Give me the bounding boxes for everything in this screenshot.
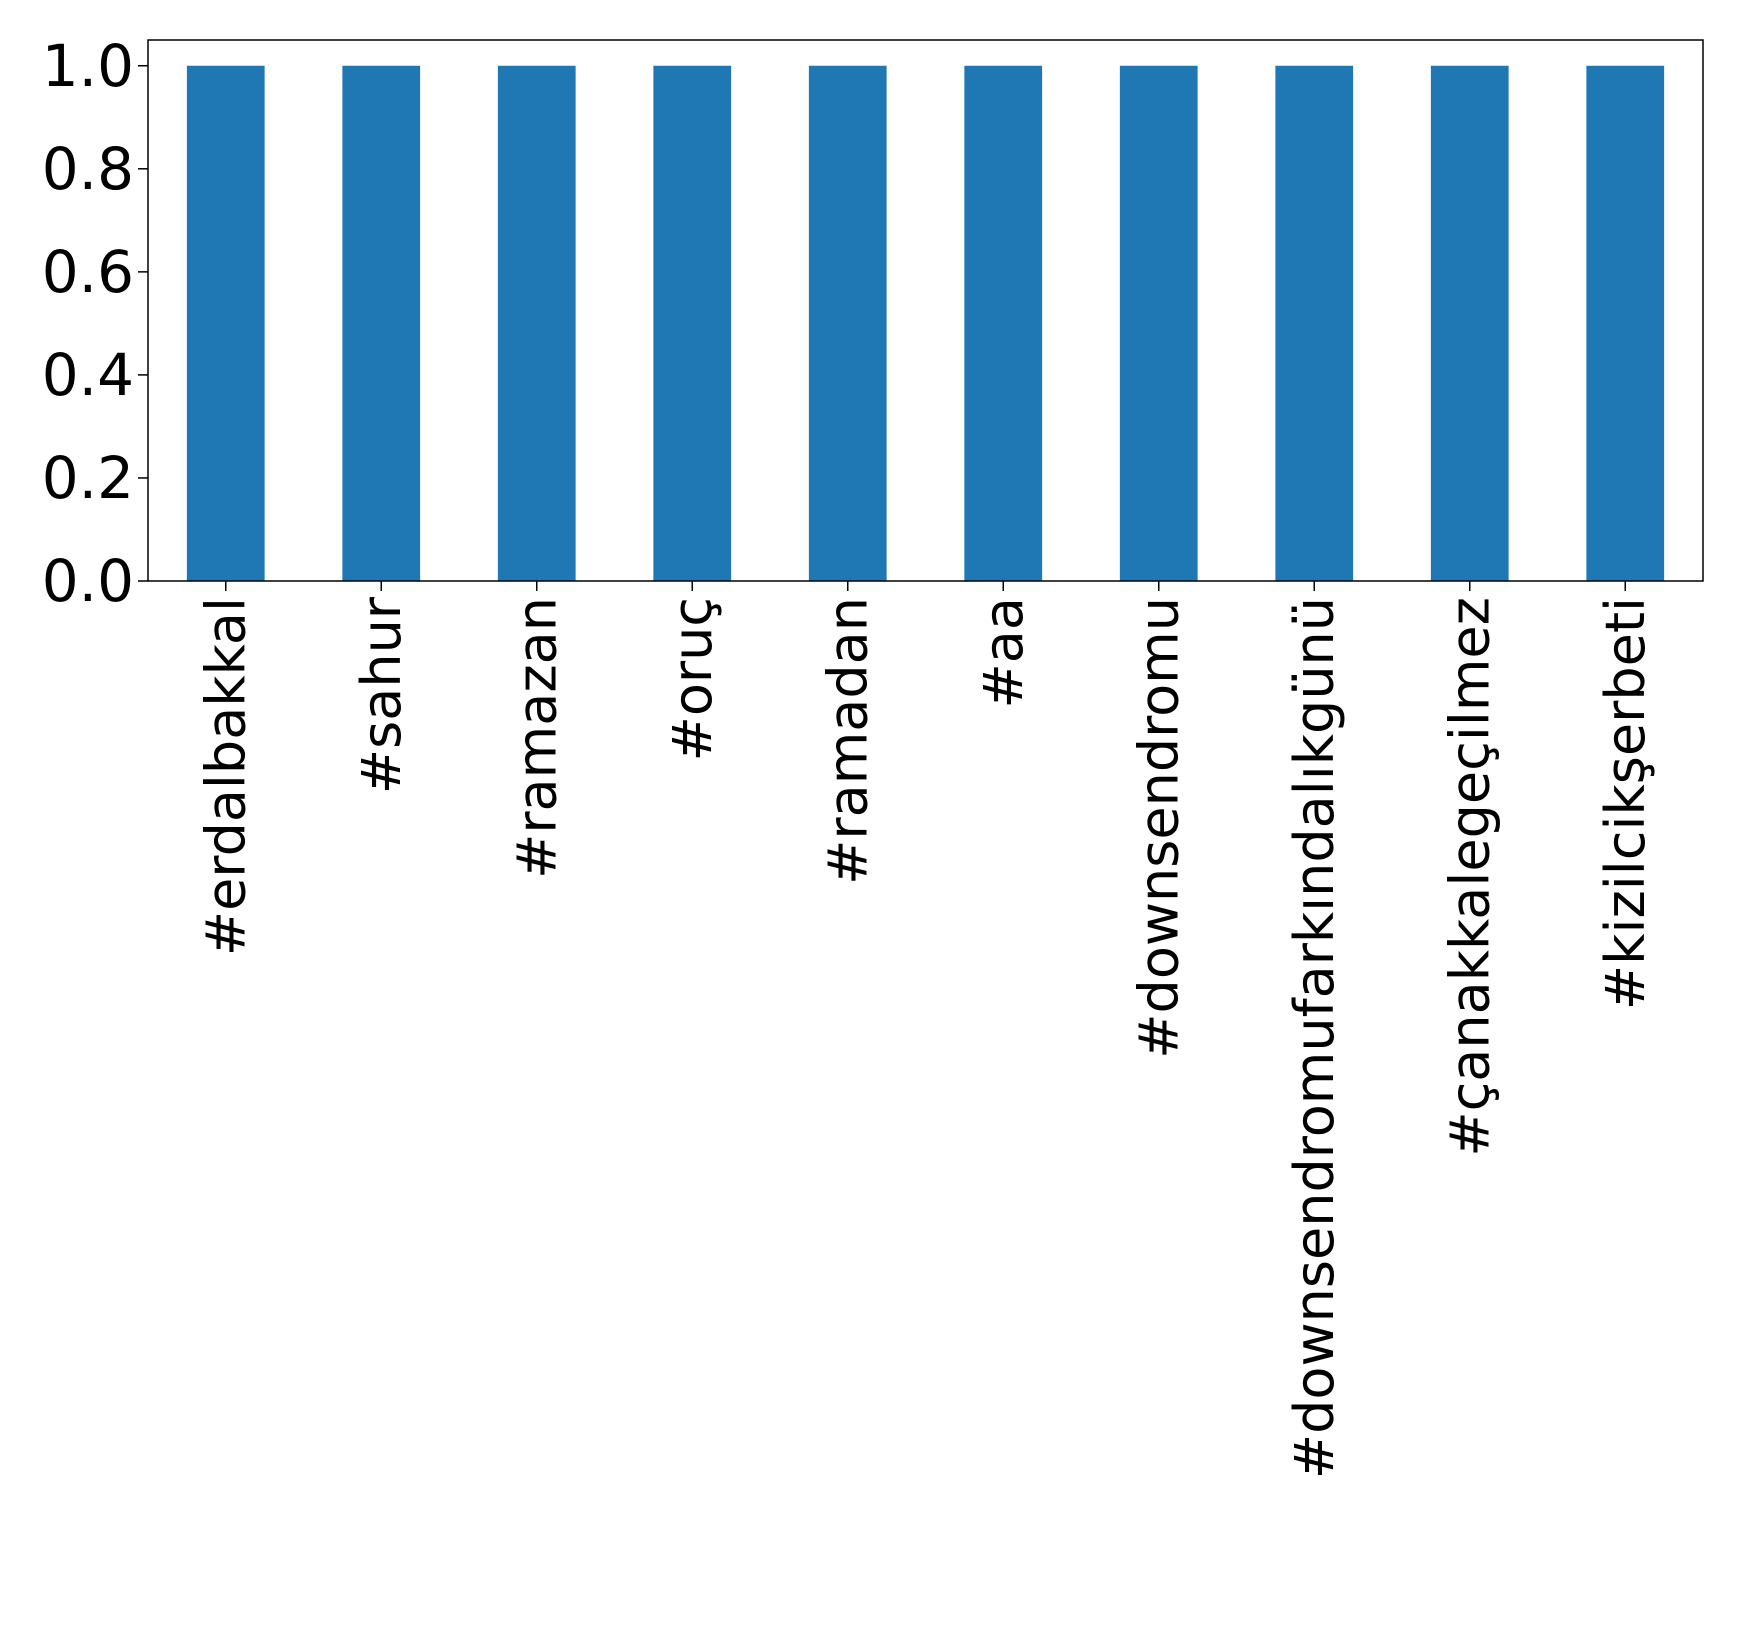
x-tick-label: #oruç [661, 597, 724, 761]
x-tick-label: #aa [972, 597, 1035, 708]
bar [342, 65, 421, 581]
x-axis: #erdalbakkal #sahur #ramazan #oruç #ramadan #… [194, 581, 1657, 1479]
x-tick-label: #çanakkalegeçilmez [1438, 597, 1501, 1157]
bar [653, 65, 732, 581]
bar [1586, 65, 1665, 581]
x-tick-label: #downsendromufarkındalıkgünü [1283, 597, 1346, 1479]
y-tick-label: 1.0 [42, 32, 134, 100]
bar [808, 65, 887, 581]
plot-frame [147, 39, 1704, 582]
bar [964, 65, 1043, 581]
x-tick-label: #downsendromu [1127, 597, 1190, 1059]
bar [1275, 65, 1354, 581]
x-tick-label: #kizilcikşerbeti [1594, 597, 1657, 1010]
bar [1119, 65, 1198, 581]
x-tick-label: #erdalbakkal [194, 597, 257, 956]
bar [1430, 65, 1509, 581]
y-tick-label: 0.8 [42, 135, 134, 203]
bar [186, 65, 265, 581]
x-tick-label: #sahur [350, 596, 413, 794]
y-axis: 0.0 0.2 0.4 0.6 0.8 1.0 [42, 32, 148, 615]
y-tick-label: 0.2 [42, 444, 134, 512]
x-tick-label: #ramadan [816, 597, 879, 885]
x-tick-label: #ramazan [505, 597, 568, 879]
y-tick-label: 0.0 [42, 547, 134, 615]
y-tick-label: 0.6 [42, 238, 134, 306]
bars-group [186, 65, 1665, 581]
bar [497, 65, 576, 581]
y-tick-label: 0.4 [42, 341, 134, 409]
